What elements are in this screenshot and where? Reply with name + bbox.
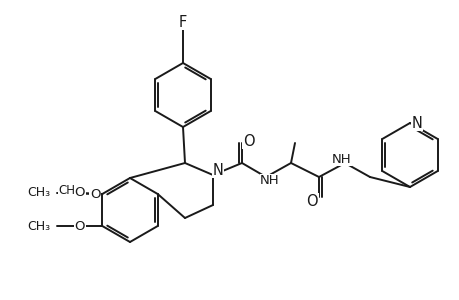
- Text: O: O: [74, 187, 85, 200]
- Text: O: O: [90, 188, 101, 200]
- Text: NH: NH: [331, 152, 351, 166]
- Text: O: O: [74, 220, 85, 232]
- Text: O: O: [306, 194, 317, 208]
- Text: F: F: [179, 14, 187, 29]
- Text: O: O: [243, 134, 254, 148]
- Text: N: N: [212, 163, 223, 178]
- Text: N: N: [411, 116, 421, 130]
- Text: NH: NH: [260, 175, 279, 188]
- Text: CH₃: CH₃: [58, 184, 80, 196]
- Text: CH₃: CH₃: [27, 220, 50, 232]
- Text: CH₃: CH₃: [27, 187, 50, 200]
